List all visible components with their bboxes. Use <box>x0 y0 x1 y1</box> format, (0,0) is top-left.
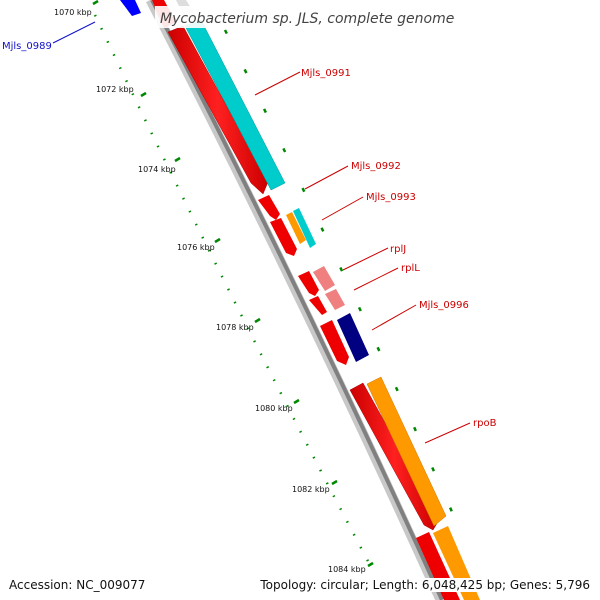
gene-mjls-0993-cyan[interactable] <box>293 208 316 248</box>
genome-stats-text: Topology: circular; Length: 6,048,425 bp… <box>258 578 592 592</box>
tick-label-1078: 1078 kbp <box>216 323 254 332</box>
gene-rplL-red[interactable] <box>309 296 327 315</box>
gene-label-rplL[interactable]: rplL <box>401 263 420 274</box>
tick-label-1070: 1070 kbp <box>54 8 92 17</box>
gene-rplL-pink[interactable] <box>325 289 345 310</box>
tick-label-1076: 1076 kbp <box>177 243 215 252</box>
major-ticks <box>92 0 374 568</box>
gene-rplJ-pink[interactable] <box>313 266 335 291</box>
accession-text: Accession: NC_009077 <box>7 578 148 592</box>
gene-rpoB-red[interactable] <box>349 382 440 531</box>
tick-label-1072: 1072 kbp <box>96 85 134 94</box>
tick-label-1082: 1082 kbp <box>292 485 330 494</box>
gene-rpoB-orange[interactable] <box>366 376 447 527</box>
gene-label-mjls-0996[interactable]: Mjls_0996 <box>419 300 469 311</box>
tick-label-1080: 1080 kbp <box>255 404 293 413</box>
gene-mjls-0989[interactable] <box>120 0 141 16</box>
gene-label-mjls-0991[interactable]: Mjls_0991 <box>301 68 351 79</box>
label-leaders <box>52 21 471 444</box>
gene-mjls-0991-red[interactable] <box>167 25 269 195</box>
title-backdrop <box>155 6 445 28</box>
gene-mjls-0996-red[interactable] <box>320 320 349 365</box>
gene-label-mjls-0992[interactable]: Mjls_0992 <box>351 161 401 172</box>
gene-label-mjls-0989[interactable]: Mjls_0989 <box>2 41 52 52</box>
kbp-tick-track <box>93 14 372 566</box>
gene-mjls-0993-orange[interactable] <box>286 212 306 244</box>
gene-mjls-0993-red[interactable] <box>270 218 297 256</box>
gene-mjls-0996-navy[interactable] <box>337 313 369 362</box>
genome-backbone-line <box>150 0 444 600</box>
gene-label-mjls-0993[interactable]: Mjls_0993 <box>366 192 416 203</box>
gene-mjls-0992[interactable] <box>258 195 280 220</box>
tick-label-1074: 1074 kbp <box>138 165 176 174</box>
outer-tick-track <box>223 29 462 531</box>
genome-backbone <box>146 0 445 600</box>
gene-rplJ-red[interactable] <box>298 271 319 296</box>
gene-label-rplJ[interactable]: rplJ <box>390 244 406 255</box>
page-title: Mycobacterium sp. JLS, complete genome <box>160 11 454 27</box>
gene-label-rpoB[interactable]: rpoB <box>473 418 497 429</box>
tick-label-1084: 1084 kbp <box>328 565 366 574</box>
